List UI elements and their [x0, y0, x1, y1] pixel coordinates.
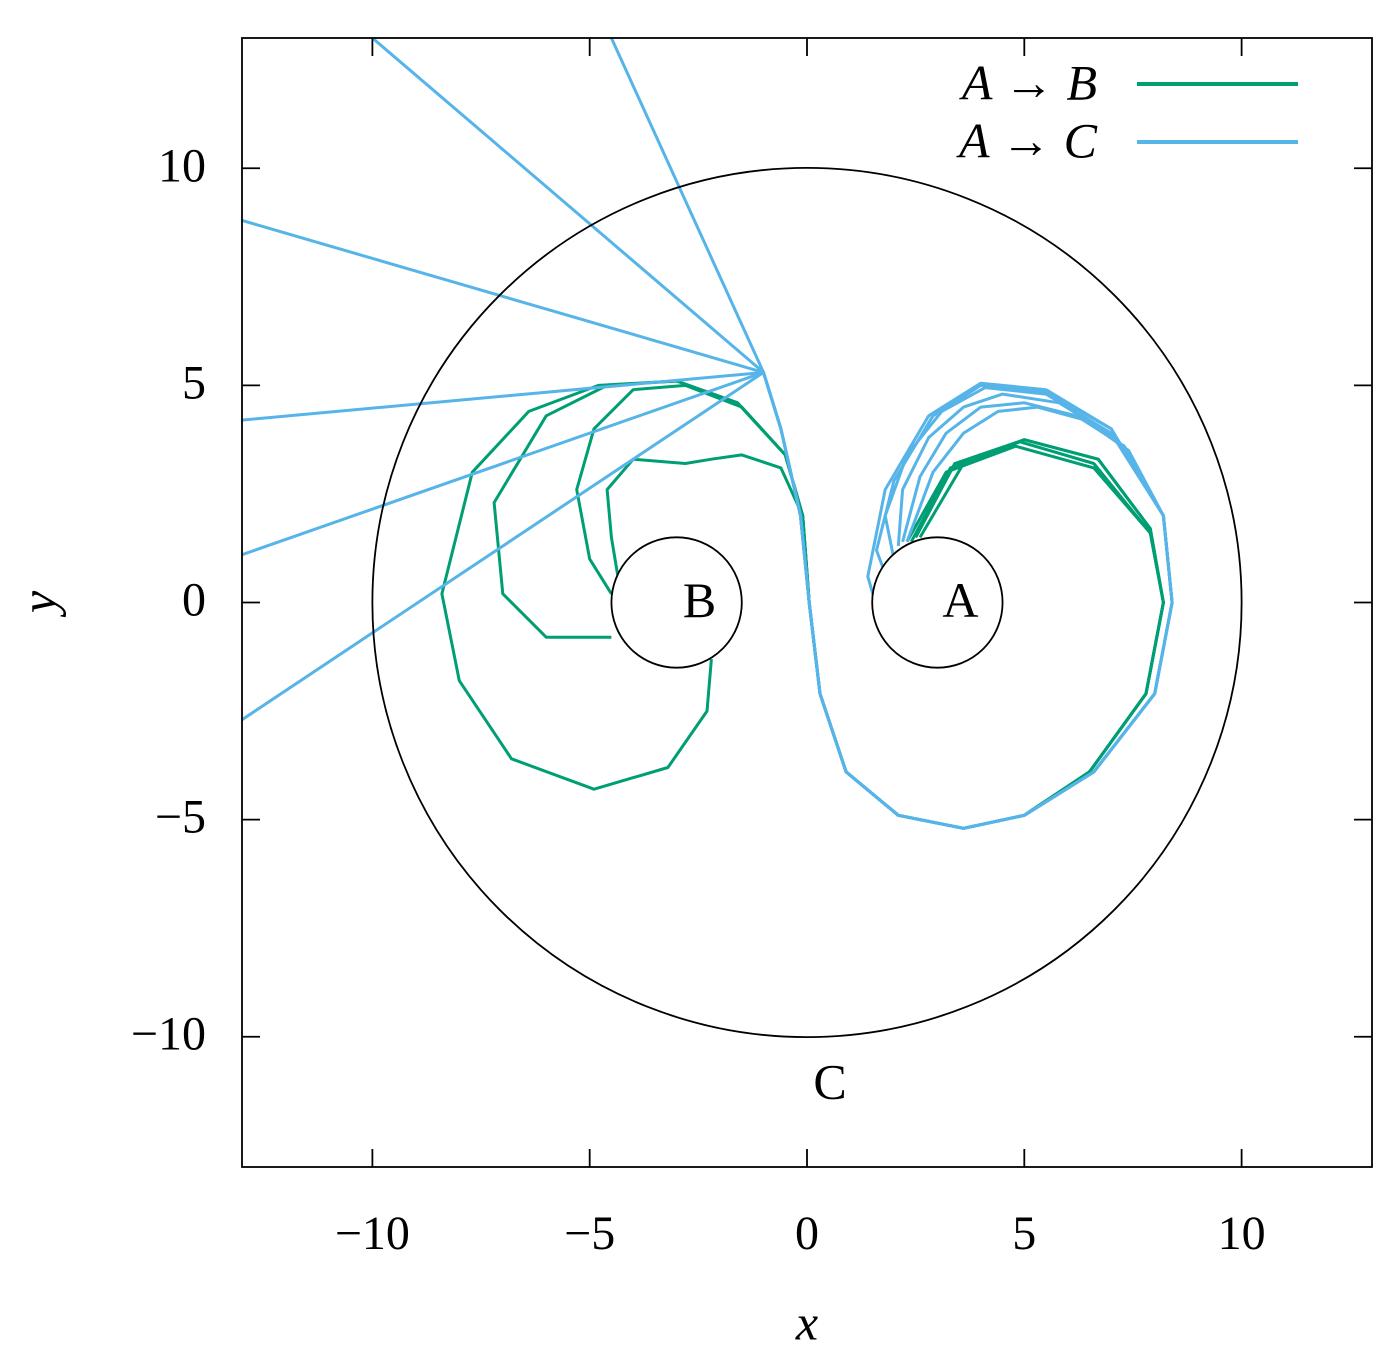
boundary-circle	[871, 536, 1004, 669]
trajectory	[242, 218, 1174, 830]
y-tick-label: 0	[182, 574, 206, 627]
legend-label: A → C	[956, 112, 1098, 168]
y-tick-label: −10	[131, 1008, 206, 1061]
trajectory	[610, 38, 1174, 830]
x-tick-label: 5	[1012, 1207, 1036, 1260]
legend-label: A → B	[959, 54, 1097, 110]
x-tick-label: −10	[335, 1207, 410, 1260]
x-tick-label: −5	[564, 1207, 615, 1260]
y-tick-label: 5	[182, 356, 206, 409]
x-tick-label: 0	[795, 1207, 819, 1260]
boundary-circle	[610, 536, 743, 669]
trajectory	[492, 379, 1165, 830]
y-tick-label: −5	[155, 791, 206, 844]
plot-frame	[241, 37, 1373, 1168]
circle-label: B	[683, 572, 716, 628]
y-axis-label: y	[10, 590, 66, 618]
y-tick-label: 10	[158, 139, 206, 192]
x-tick-label: 10	[1218, 1207, 1266, 1260]
plot-area	[242, 38, 1243, 1039]
boundary-circle	[371, 166, 1243, 1039]
circle-label: C	[813, 1054, 846, 1110]
x-axis-label: x	[795, 1294, 818, 1350]
circle-label: A	[942, 572, 978, 628]
